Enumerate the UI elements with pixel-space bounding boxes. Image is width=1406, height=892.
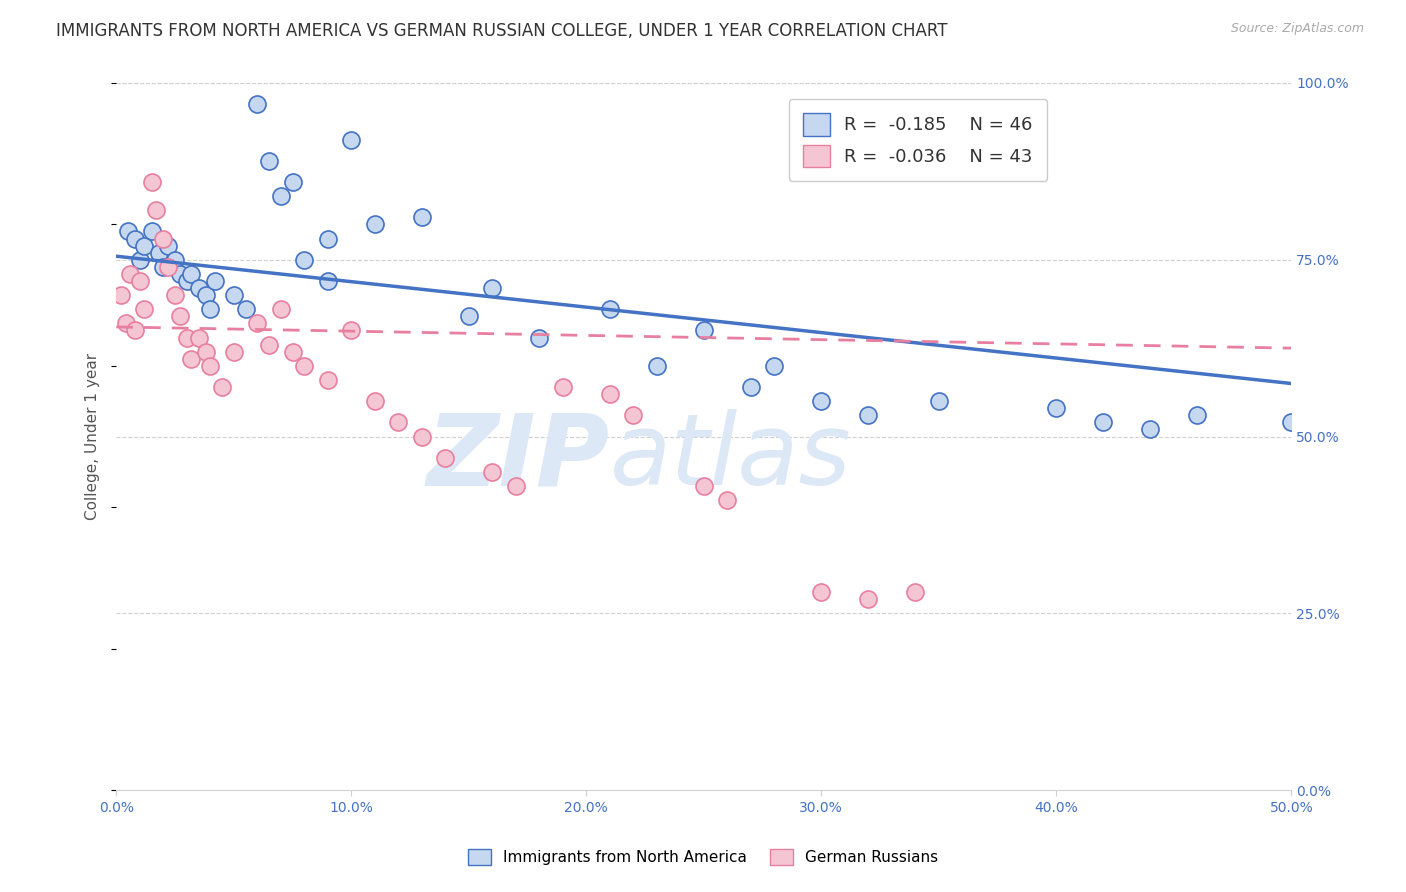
Point — [599, 387, 621, 401]
Point — [281, 175, 304, 189]
Point — [270, 189, 292, 203]
Point — [693, 323, 716, 337]
Point — [281, 344, 304, 359]
Point — [1092, 416, 1115, 430]
Point — [152, 231, 174, 245]
Point — [481, 465, 503, 479]
Point — [194, 288, 217, 302]
Point — [200, 302, 222, 317]
Point — [551, 380, 574, 394]
Point — [120, 267, 142, 281]
Point — [128, 274, 150, 288]
Point — [110, 288, 132, 302]
Point — [141, 175, 163, 189]
Point — [114, 317, 136, 331]
Point — [529, 330, 551, 344]
Legend: R =  -0.185    N = 46, R =  -0.036    N = 43: R = -0.185 N = 46, R = -0.036 N = 43 — [789, 99, 1047, 181]
Point — [180, 351, 202, 366]
Point — [187, 330, 209, 344]
Point — [621, 409, 644, 423]
Point — [411, 429, 433, 443]
Point — [340, 132, 363, 146]
Point — [316, 373, 339, 387]
Point — [858, 409, 880, 423]
Point — [387, 416, 409, 430]
Point — [292, 359, 315, 373]
Point — [169, 310, 191, 324]
Point — [246, 97, 269, 112]
Point — [176, 274, 198, 288]
Point — [235, 302, 257, 317]
Point — [763, 359, 786, 373]
Point — [810, 394, 832, 409]
Point — [211, 380, 233, 394]
Point — [200, 359, 222, 373]
Point — [117, 224, 139, 238]
Point — [505, 479, 527, 493]
Point — [858, 592, 880, 607]
Point — [1279, 416, 1302, 430]
Point — [152, 260, 174, 274]
Point — [340, 323, 363, 337]
Y-axis label: College, Under 1 year: College, Under 1 year — [86, 353, 100, 520]
Point — [716, 493, 738, 508]
Point — [128, 252, 150, 267]
Point — [134, 238, 156, 252]
Point — [434, 450, 457, 465]
Point — [145, 203, 167, 218]
Point — [316, 231, 339, 245]
Point — [194, 344, 217, 359]
Point — [124, 231, 146, 245]
Point — [457, 310, 479, 324]
Point — [257, 337, 280, 351]
Point — [1187, 409, 1209, 423]
Point — [270, 302, 292, 317]
Point — [141, 224, 163, 238]
Point — [810, 585, 832, 599]
Text: IMMIGRANTS FROM NORTH AMERICA VS GERMAN RUSSIAN COLLEGE, UNDER 1 YEAR CORRELATIO: IMMIGRANTS FROM NORTH AMERICA VS GERMAN … — [56, 22, 948, 40]
Point — [599, 302, 621, 317]
Point — [204, 274, 226, 288]
Point — [148, 245, 170, 260]
Point — [222, 344, 245, 359]
Point — [180, 267, 202, 281]
Point — [645, 359, 668, 373]
Point — [156, 238, 179, 252]
Point — [292, 252, 315, 267]
Text: Source: ZipAtlas.com: Source: ZipAtlas.com — [1230, 22, 1364, 36]
Point — [364, 394, 387, 409]
Point — [134, 302, 156, 317]
Point — [364, 218, 387, 232]
Point — [928, 394, 950, 409]
Point — [411, 211, 433, 225]
Point — [904, 585, 927, 599]
Point — [176, 330, 198, 344]
Point — [222, 288, 245, 302]
Point — [1045, 401, 1067, 416]
Point — [1139, 422, 1161, 436]
Point — [163, 288, 186, 302]
Point — [693, 479, 716, 493]
Point — [163, 252, 186, 267]
Point — [481, 281, 503, 295]
Point — [316, 274, 339, 288]
Point — [169, 267, 191, 281]
Point — [156, 260, 179, 274]
Text: atlas: atlas — [610, 409, 852, 507]
Legend: Immigrants from North America, German Russians: Immigrants from North America, German Ru… — [461, 843, 945, 871]
Point — [124, 323, 146, 337]
Point — [257, 153, 280, 168]
Point — [246, 317, 269, 331]
Point — [187, 281, 209, 295]
Text: ZIP: ZIP — [427, 409, 610, 507]
Point — [1327, 571, 1350, 585]
Point — [740, 380, 762, 394]
Point — [1374, 578, 1396, 592]
